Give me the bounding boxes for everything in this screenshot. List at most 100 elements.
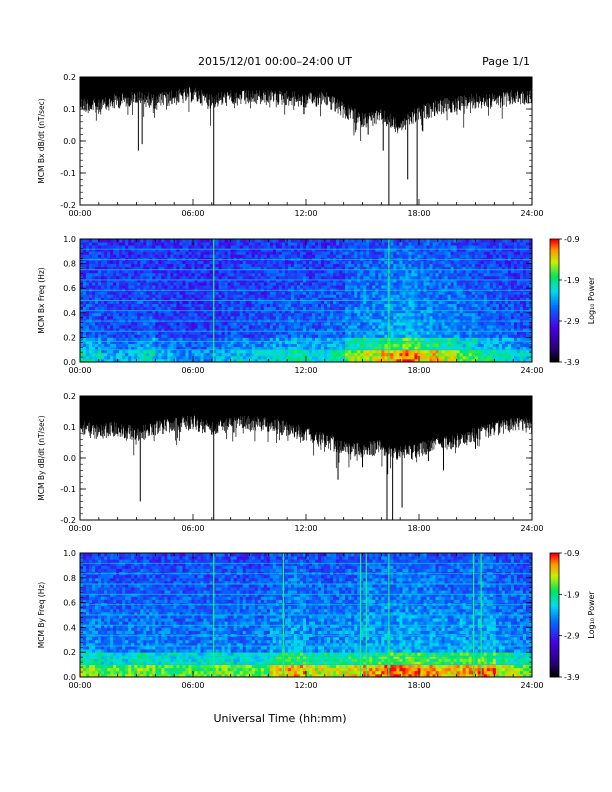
heat-cell	[378, 251, 382, 255]
heat-cell	[351, 248, 355, 252]
heat-cell	[224, 355, 229, 360]
heat-cell	[194, 334, 198, 338]
heat-cell	[269, 294, 274, 298]
heat-cell	[429, 334, 433, 338]
heat-cell	[290, 272, 295, 277]
heat-cell	[369, 343, 373, 348]
heat-cell	[158, 309, 162, 314]
heat-cell	[182, 349, 186, 354]
heat-cell	[245, 266, 250, 271]
heat-cell	[351, 343, 355, 348]
heat-cell	[381, 346, 385, 351]
heat-cell	[414, 346, 418, 351]
heat-cell	[251, 343, 256, 348]
heat-cell	[444, 343, 449, 348]
heat-cell	[441, 291, 446, 295]
heat-cell	[315, 291, 319, 295]
heat-cell	[441, 325, 446, 329]
heat-cell	[393, 245, 397, 249]
heat-cell	[327, 282, 331, 286]
heat-cell	[236, 245, 241, 249]
heat-cell	[336, 278, 340, 283]
heat-cell	[266, 309, 271, 314]
heat-cell	[287, 272, 292, 277]
heat-cell	[408, 297, 412, 301]
heat-cell	[333, 315, 337, 320]
heat-cell	[254, 325, 259, 329]
heat-cell	[299, 303, 304, 308]
heat-cell	[197, 315, 201, 320]
heat-cell	[230, 275, 235, 280]
heat-cell	[414, 355, 418, 360]
heat-cell	[206, 352, 210, 357]
heat-cell	[95, 278, 99, 283]
heat-cell	[140, 346, 144, 351]
heat-cell	[381, 303, 385, 308]
heat-cell	[110, 331, 114, 335]
heat-cell	[80, 251, 84, 255]
heat-cell	[345, 248, 349, 252]
heat-cell	[287, 297, 292, 301]
heat-cell	[417, 337, 421, 341]
heat-cell	[155, 263, 159, 268]
heat-cell	[287, 343, 292, 348]
heat-cell	[224, 343, 229, 348]
heat-cell	[227, 352, 232, 357]
heat-cell	[408, 269, 412, 274]
heat-cell	[296, 245, 301, 249]
heat-cell	[116, 334, 120, 338]
heat-cell	[408, 303, 412, 308]
heat-cell	[86, 297, 90, 301]
heat-cell	[98, 346, 102, 351]
heat-cell	[408, 254, 412, 258]
heat-cell	[423, 358, 427, 363]
heat-cell	[89, 297, 93, 301]
heat-cell	[128, 352, 132, 357]
heat-cell	[360, 340, 364, 344]
heat-cell	[158, 269, 162, 274]
heat-cell	[149, 275, 153, 280]
heat-cell	[191, 303, 195, 308]
heat-cell	[104, 349, 108, 354]
heat-cell	[429, 322, 433, 326]
heat-cell	[306, 269, 310, 274]
heat-cell	[221, 239, 226, 243]
heat-cell	[125, 337, 129, 341]
heat-cell	[321, 282, 325, 286]
heat-cell	[179, 337, 183, 341]
heat-cell	[218, 334, 223, 338]
heat-cell	[92, 285, 96, 289]
heat-cell	[438, 325, 442, 329]
heat-cell	[158, 300, 162, 304]
heat-cell	[86, 251, 90, 255]
heat-cell	[336, 263, 340, 268]
heat-cell	[414, 340, 418, 344]
heat-cell	[426, 315, 430, 320]
y-axis-label: MCM Bx dB/dt (nT/sec)	[37, 98, 46, 183]
heat-cell	[221, 294, 226, 298]
heat-cell	[221, 309, 226, 314]
heat-cell	[167, 315, 171, 320]
heat-cell	[324, 282, 328, 286]
heat-cell	[336, 322, 340, 326]
heat-cell	[384, 263, 388, 268]
heat-cell	[188, 254, 192, 258]
heat-cell	[158, 242, 162, 246]
heat-cell	[402, 254, 406, 258]
heat-cell	[230, 245, 235, 249]
heat-cell	[170, 248, 174, 252]
heat-cell	[420, 239, 424, 243]
heat-cell	[396, 242, 400, 246]
heat-cell	[296, 275, 301, 280]
heat-cell	[161, 272, 165, 277]
heat-cell	[399, 239, 403, 243]
heat-cell	[336, 254, 340, 258]
heat-cell	[342, 254, 346, 258]
heat-cell	[200, 322, 204, 326]
heat-cell	[366, 331, 370, 335]
heat-cell	[444, 272, 449, 277]
heat-cell	[345, 331, 349, 335]
heat-cell	[360, 263, 364, 268]
heat-cell	[408, 337, 412, 341]
heat-cell	[324, 251, 328, 255]
